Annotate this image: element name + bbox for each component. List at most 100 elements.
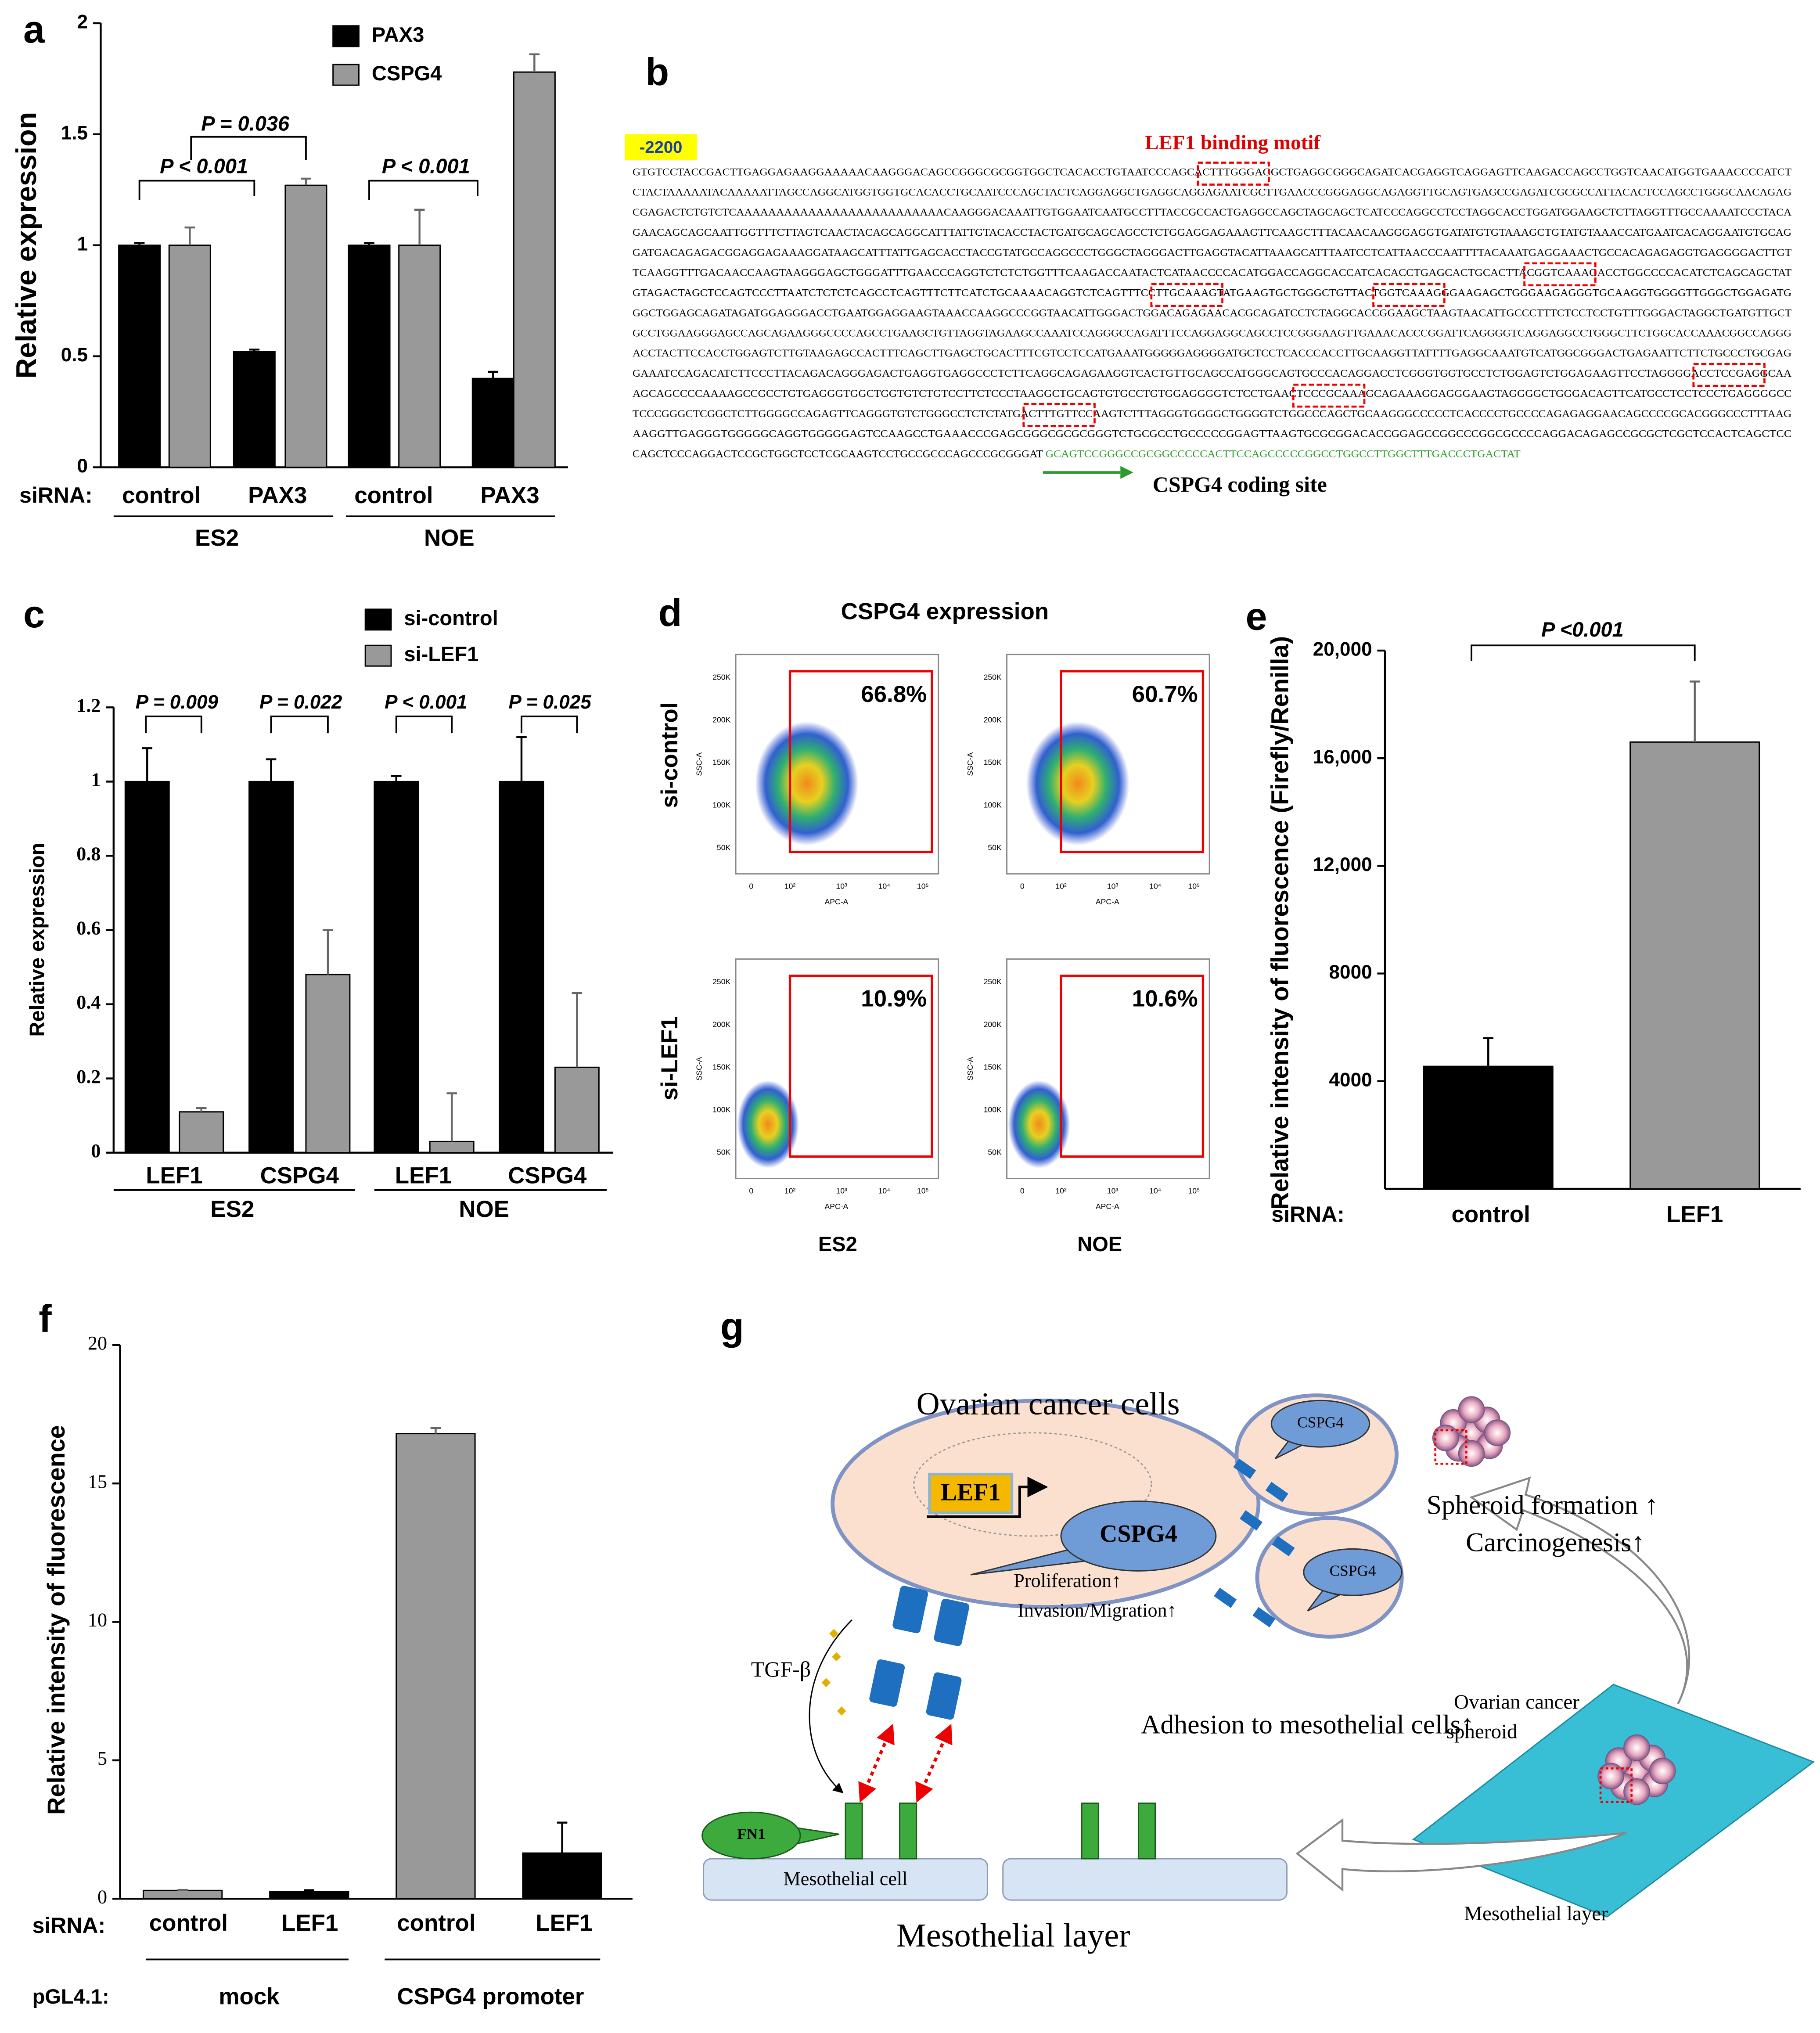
- legend-label: CSPG4: [372, 61, 442, 85]
- fn1-receptor: [1081, 1803, 1099, 1860]
- spheroid-cell: [1649, 1757, 1676, 1785]
- legend-swatch: [332, 64, 360, 86]
- spheroid-cell: [1432, 1425, 1459, 1451]
- error-bar: [572, 992, 583, 1068]
- transcription-arrow: [927, 1476, 1048, 1518]
- y-axis-label: SSC-A: [694, 1057, 703, 1080]
- y-axis-label: SSC-A: [966, 1057, 975, 1080]
- start-position: -2200: [640, 138, 683, 157]
- sequence-line: GATGACAGAGACGGAGGAGAAAGGATAAGCATTTATTGAG…: [633, 247, 1791, 259]
- x-tick-label: CSPG4: [260, 1163, 339, 1189]
- x-tick-label: 0: [1020, 882, 1025, 891]
- p-value: P = 0.009: [136, 691, 219, 713]
- bar: [269, 1891, 349, 1900]
- x-tick-label: LEF1: [146, 1163, 202, 1189]
- cspg4-receptor: [1265, 1482, 1288, 1502]
- group-label: mock: [219, 1984, 280, 2010]
- bar: [1423, 1065, 1554, 1190]
- tgf-molecule: [821, 1678, 831, 1688]
- sequence-line: GTAGACTAGCTCCAGTCCCTTAATCTCTCTCAGCCTCAGT…: [633, 288, 1791, 299]
- x-tick-label: control: [149, 1910, 228, 1936]
- significance-bracket: [138, 180, 255, 200]
- x-axis-label: APC-A: [824, 897, 848, 906]
- y-tick-label: 50K: [988, 843, 1002, 852]
- x-tick-label: 10⁴: [878, 882, 890, 891]
- error-bar: [184, 226, 195, 245]
- x-tick-label: CSPG4: [508, 1163, 587, 1189]
- receptor-block: [934, 1598, 970, 1646]
- bar: [429, 1141, 475, 1154]
- adhesion-arrow: [915, 1724, 953, 1803]
- p-value: P < 0.001: [160, 155, 248, 178]
- x-tick-label: 0: [749, 882, 753, 891]
- outcome: Spheroid formation ↑: [1427, 1490, 1658, 1520]
- gate-percent: 10.6%: [1132, 986, 1198, 1012]
- x-tick-label: 10⁵: [1188, 1187, 1200, 1195]
- x-tick-label: 10⁵: [917, 1187, 929, 1195]
- receptor-block: [892, 1586, 928, 1634]
- y-tick-label: 100K: [984, 1105, 1002, 1114]
- y-tick-label: 1.2: [76, 694, 101, 716]
- x-tick-label: 10²: [784, 1187, 796, 1195]
- x-tick-label: LEF1: [281, 1910, 338, 1936]
- error-bar: [488, 371, 499, 379]
- error-bar: [364, 242, 374, 245]
- x-tick-label: 10²: [1055, 1187, 1067, 1195]
- sequence-line: AAGGTTGAGGGTGGGGGCAGGTGGGGGAGTCCAAGCCTGA…: [633, 428, 1791, 440]
- bar: [348, 245, 391, 468]
- bar: [499, 781, 544, 1154]
- y-axis-label: Relative expression: [10, 112, 42, 379]
- cspg4-bubble: [1060, 1500, 1217, 1572]
- cspg4-receptor: [1239, 1510, 1263, 1531]
- x-tick-label: 10⁴: [878, 1187, 890, 1195]
- tgf-label: TGF-β: [751, 1657, 811, 1681]
- bar: [513, 71, 556, 468]
- p-value: P = 0.036: [201, 112, 290, 135]
- motif-box: [1292, 383, 1366, 408]
- spheroid-cell: [1623, 1778, 1650, 1805]
- error-bar: [304, 1889, 315, 1892]
- legend-swatch: [364, 608, 392, 631]
- fn1-receptor: [1137, 1803, 1156, 1860]
- significance-bracket: [521, 715, 578, 734]
- cspg4-bubble: [1270, 1400, 1370, 1448]
- panel-label: d: [658, 591, 682, 634]
- y-axis-label: Relative intensity of fluorescence (Fire…: [1266, 636, 1294, 1210]
- y-tick-label: 5: [97, 1748, 107, 1769]
- legend-label: PAX3: [372, 23, 424, 46]
- motif-box: [1022, 403, 1096, 427]
- fn1-receptor: [845, 1803, 863, 1860]
- y-tick-label: 150K: [712, 758, 730, 766]
- fn1-bubble: [701, 1811, 801, 1860]
- significance-bracket: [395, 715, 453, 734]
- x-prefix: siRNA:: [32, 1913, 106, 1938]
- error-bar: [430, 1427, 441, 1434]
- error-bar: [414, 209, 425, 245]
- group-label: NOE: [424, 525, 475, 551]
- arrow-left: [1295, 1818, 1627, 1892]
- x-tick-label: 0: [1020, 1187, 1025, 1195]
- y-tick-label: 0.5: [61, 344, 88, 366]
- sequence-line: GAAATCCAGACATCTTCCCTTACAGACAGGGAGACTGAGG…: [633, 368, 1791, 379]
- spheroid-cell: [1597, 1763, 1624, 1790]
- error-bar: [301, 177, 311, 186]
- y-tick-label: 0: [77, 455, 88, 477]
- significance-bracket: [145, 715, 202, 734]
- sequence-line: CAGCTCCCAGGACTCCGCTGGCTCCTCGCAAGTCCTGCCG…: [633, 449, 1043, 460]
- row-label: si-control: [657, 702, 683, 808]
- significance-bracket: [368, 180, 478, 200]
- gate-percent: 60.7%: [1132, 681, 1198, 707]
- y-tick-label: 50K: [717, 1148, 731, 1156]
- y-tick-label: 20,000: [1313, 639, 1372, 660]
- x-tick-label: LEF1: [1666, 1202, 1723, 1227]
- y-tick-label: 12,000: [1313, 854, 1372, 875]
- y-axis-label: Relative expression: [25, 843, 49, 1037]
- x-tick-label: LEF1: [395, 1163, 452, 1189]
- gate-percent: 66.8%: [861, 681, 927, 707]
- sequence-line: GGCTGGAGCAGATAGATGGAGGGACCTGAATGGAGGAAGT…: [633, 307, 1791, 319]
- effect: Invasion/Migration↑: [1018, 1600, 1177, 1621]
- row-label: si-LEF1: [657, 1017, 683, 1101]
- x-tick-label: 10⁵: [917, 882, 929, 891]
- motif-box: [1150, 283, 1223, 307]
- motif-box: [1523, 262, 1597, 287]
